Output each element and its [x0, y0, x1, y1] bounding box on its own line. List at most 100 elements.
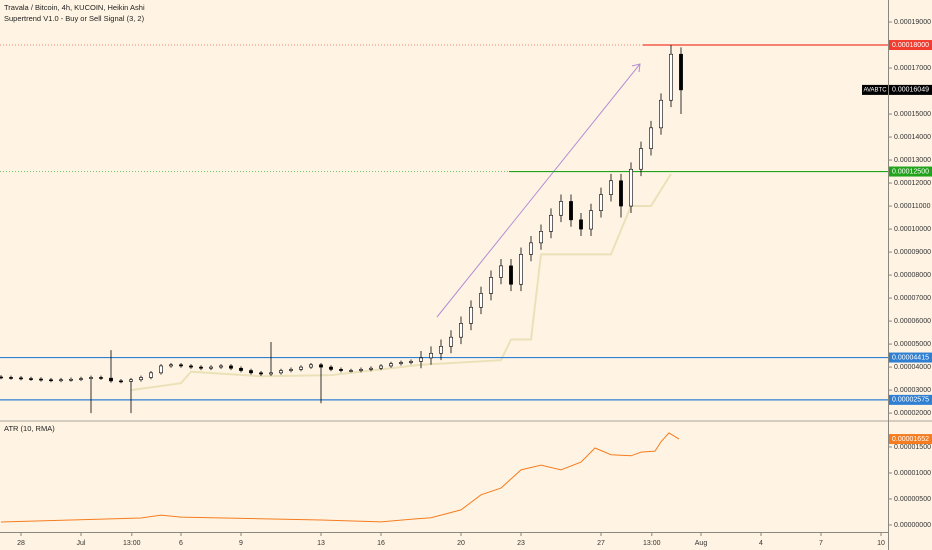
candle-body: [59, 379, 63, 382]
x-tick-label: 7: [819, 540, 823, 547]
candle-body: [489, 277, 493, 294]
y-tick-label: 0.00005000: [894, 341, 931, 348]
x-tick-label: 13:00: [643, 540, 661, 547]
chart-title: Travala / Bitcoin, 4h, KUCOIN, Heikin As…: [4, 3, 145, 12]
x-tick-label: 23: [517, 540, 525, 547]
candle-body: [539, 231, 543, 244]
candle-body: [349, 370, 353, 372]
y-tick-label: 0.00002000: [894, 410, 931, 417]
candle-body: [69, 378, 73, 381]
supertrend-line: [130, 173, 672, 392]
y-tick-label: 0.00009000: [894, 249, 931, 256]
y-tick-label: 0.00012000: [894, 180, 931, 187]
candle-body: [409, 361, 413, 363]
x-tick-label: 10: [877, 540, 885, 547]
x-tick-label: 13: [317, 540, 325, 547]
candle-body: [209, 366, 213, 369]
candle-body: [329, 366, 333, 370]
candle-body: [259, 372, 263, 375]
x-tick-label: Aug: [695, 540, 708, 547]
candle-body: [139, 377, 143, 381]
candle-body: [399, 362, 403, 364]
candle-body: [519, 254, 523, 285]
candle-body: [559, 201, 563, 216]
candle-body: [39, 378, 43, 381]
candle-body: [389, 363, 393, 367]
candle-body: [479, 293, 483, 308]
y-tick-label: 0.00000000: [894, 522, 931, 529]
candle-body: [469, 306, 473, 324]
y-tick-label: 0.00008000: [894, 272, 931, 279]
candle-body: [119, 380, 123, 383]
candle-body: [379, 365, 383, 369]
candle-body: [359, 369, 363, 371]
y-tick-label: 0.00000500: [894, 496, 931, 503]
candle-body: [319, 364, 323, 368]
candle-body: [549, 214, 553, 232]
y-tick-label: 0.00001500: [894, 444, 931, 451]
arrow-head: [631, 63, 641, 73]
y-tick-label: 0.00004000: [894, 364, 931, 371]
last-atr-label: 0.00001652: [892, 436, 929, 443]
x-tick-label: 9: [239, 540, 243, 547]
candle-body: [439, 346, 443, 354]
atr-title: ATR (10, RMA): [4, 424, 55, 433]
candle-body: [449, 336, 453, 347]
candle-body: [369, 367, 373, 370]
candle-body: [89, 377, 93, 379]
candle-body: [619, 180, 623, 207]
level-label: 0.00012500: [892, 168, 929, 175]
candle-body: [629, 168, 633, 207]
candle-body: [189, 365, 193, 368]
x-tick-label: 13:00: [123, 540, 141, 547]
x-tick-label: 27: [597, 540, 605, 547]
candle-body: [309, 364, 313, 368]
level-label-box: [889, 394, 932, 405]
candle-body: [99, 377, 103, 379]
y-tick-label: 0.00015000: [894, 111, 931, 118]
candle-body: [229, 365, 233, 369]
y-tick-label: 0.00013000: [894, 157, 931, 164]
candle-body: [609, 180, 613, 195]
candle-body: [109, 377, 113, 382]
candle-body: [529, 242, 533, 255]
x-tick-label: Jul: [77, 540, 86, 547]
candle-body: [599, 194, 603, 211]
x-tick-label: 20: [457, 540, 465, 547]
candle-body: [49, 379, 53, 382]
y-tick-label: 0.00019000: [894, 19, 931, 26]
candle-body: [279, 370, 283, 374]
candle-body: [299, 366, 303, 370]
trend-arrow: [436, 63, 641, 318]
x-tick-label: 6: [179, 540, 183, 547]
symbol-label: AVABTC: [863, 87, 887, 93]
candle-body: [29, 378, 33, 380]
candle-body: [649, 127, 653, 149]
level-label-box: [889, 166, 932, 177]
candle-body: [659, 99, 663, 129]
candle-body: [249, 370, 253, 374]
last-price-box: [889, 84, 932, 95]
candle-body: [19, 377, 23, 380]
candle-body: [219, 365, 223, 368]
candle-body: [179, 364, 183, 367]
candle-body: [79, 378, 83, 380]
y-tick-label: 0.00017000: [894, 65, 931, 72]
candle-body: [289, 369, 293, 371]
candle-body: [239, 367, 243, 371]
candle-body: [9, 377, 13, 379]
candle-body: [589, 210, 593, 230]
candle-body: [429, 352, 433, 359]
y-tick-label: 0.00014000: [894, 134, 931, 141]
candle-body: [169, 364, 173, 367]
candle-body: [269, 372, 273, 375]
candle-body: [459, 323, 463, 338]
candle-body: [419, 357, 423, 362]
candle-body: [569, 201, 573, 221]
atr-line: [0, 432, 680, 523]
last-price-label: 0.00016049: [892, 87, 929, 94]
candle-body: [339, 369, 343, 371]
candle-body: [509, 265, 513, 285]
